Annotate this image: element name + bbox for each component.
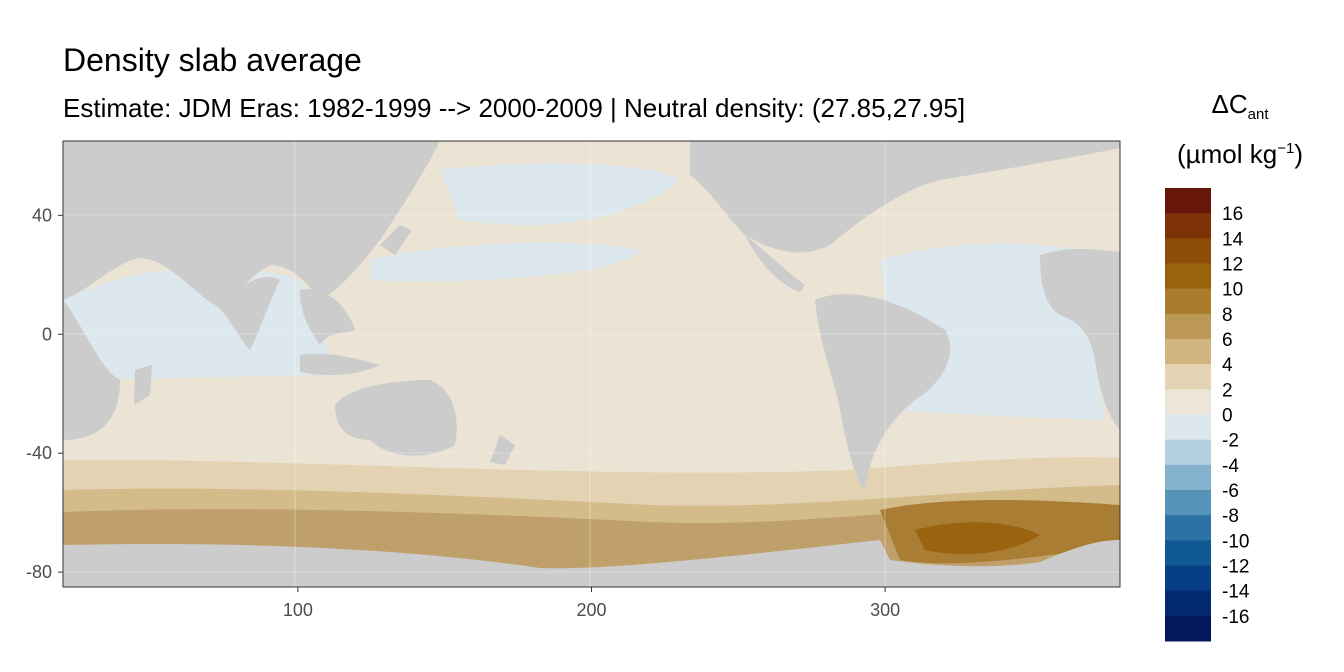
legend-label: 16 xyxy=(1222,204,1243,225)
madagascar xyxy=(134,365,152,405)
legend-label: 2 xyxy=(1222,380,1233,401)
legend-swatch xyxy=(1165,515,1211,541)
y-tick-label: -40 xyxy=(26,443,52,463)
land xyxy=(63,141,1120,587)
new-zealand xyxy=(490,435,515,465)
legend-labels: 16 14 12 10 8 6 4 2 0 -2 -4 -6 -8 -10 -12 -14 -16 xyxy=(1222,204,1250,628)
legend-swatch xyxy=(1165,238,1211,264)
legend-label: 0 xyxy=(1222,406,1233,427)
legend-swatch xyxy=(1165,615,1211,642)
se-asia xyxy=(300,289,355,345)
legend-swatch xyxy=(1165,288,1211,315)
eurasia-africa-west xyxy=(63,141,440,305)
legend-label: 10 xyxy=(1222,280,1243,301)
legend-label: -4 xyxy=(1222,456,1239,477)
indonesia xyxy=(300,353,380,376)
legend-label: -8 xyxy=(1222,506,1239,527)
legend-swatch xyxy=(1165,439,1211,466)
legend-label: 4 xyxy=(1222,355,1233,376)
legend-title-delta: ΔCant xyxy=(1211,89,1269,123)
legend-swatch xyxy=(1165,414,1211,441)
india xyxy=(215,276,280,350)
legend-title-unit: (µmol kg−1) xyxy=(1177,139,1303,169)
grid xyxy=(63,141,1120,587)
legend-swatch xyxy=(1165,464,1211,491)
central-america xyxy=(745,235,805,292)
africa-east xyxy=(63,300,120,440)
x-tick-label: 100 xyxy=(283,600,313,620)
chart-title: Density slab average xyxy=(63,42,362,78)
africa-west xyxy=(1040,248,1120,430)
legend-label: -14 xyxy=(1222,582,1250,603)
legend-swatch xyxy=(1165,565,1211,592)
legend-label: 14 xyxy=(1222,229,1244,250)
legend-label: 12 xyxy=(1222,255,1243,276)
legend: ΔCant (µmol kg−1) 16 14 12 10 8 6 4 2 0 -2 -4 -6 -8 -… xyxy=(1165,89,1303,642)
australia xyxy=(335,380,457,456)
y-tick-label: 0 xyxy=(42,324,52,344)
legend-swatch xyxy=(1165,490,1211,516)
legend-label: -12 xyxy=(1222,557,1249,578)
legend-swatch xyxy=(1165,540,1211,566)
x-tick-label: 300 xyxy=(870,600,900,620)
legend-label: -2 xyxy=(1222,431,1239,452)
north-pacific-negative xyxy=(440,163,680,226)
legend-label: 8 xyxy=(1222,305,1233,326)
north-america xyxy=(690,141,1120,253)
south-america xyxy=(815,294,951,490)
legend-swatch xyxy=(1165,313,1211,340)
x-axis: 100 200 300 xyxy=(283,587,900,620)
legend-swatch xyxy=(1165,590,1211,617)
legend-label: -10 xyxy=(1222,531,1249,552)
north-pacific-negative-2 xyxy=(370,242,640,282)
legend-label: 6 xyxy=(1222,330,1233,351)
legend-label: -16 xyxy=(1222,607,1249,628)
y-tick-label: -80 xyxy=(26,562,52,582)
x-tick-label: 200 xyxy=(576,600,606,620)
greenland xyxy=(959,141,1030,166)
map-panel xyxy=(63,141,1120,587)
legend-swatch xyxy=(1165,263,1211,290)
legend-swatch xyxy=(1165,364,1211,390)
antarctica xyxy=(63,540,1120,587)
legend-swatch xyxy=(1165,389,1211,415)
legend-swatch xyxy=(1165,188,1211,214)
legend-label: -6 xyxy=(1222,481,1239,502)
y-axis: 40 0 -40 -80 xyxy=(26,205,63,582)
weddell-core xyxy=(915,522,1040,555)
japan xyxy=(380,225,412,255)
legend-swatch xyxy=(1165,213,1211,239)
legend-swatch xyxy=(1165,339,1211,365)
chart-subtitle: Estimate: JDM Eras: 1982-1999 --> 2000-2… xyxy=(63,93,966,123)
legend-colorbar xyxy=(1165,188,1211,642)
y-tick-label: 40 xyxy=(32,205,52,225)
